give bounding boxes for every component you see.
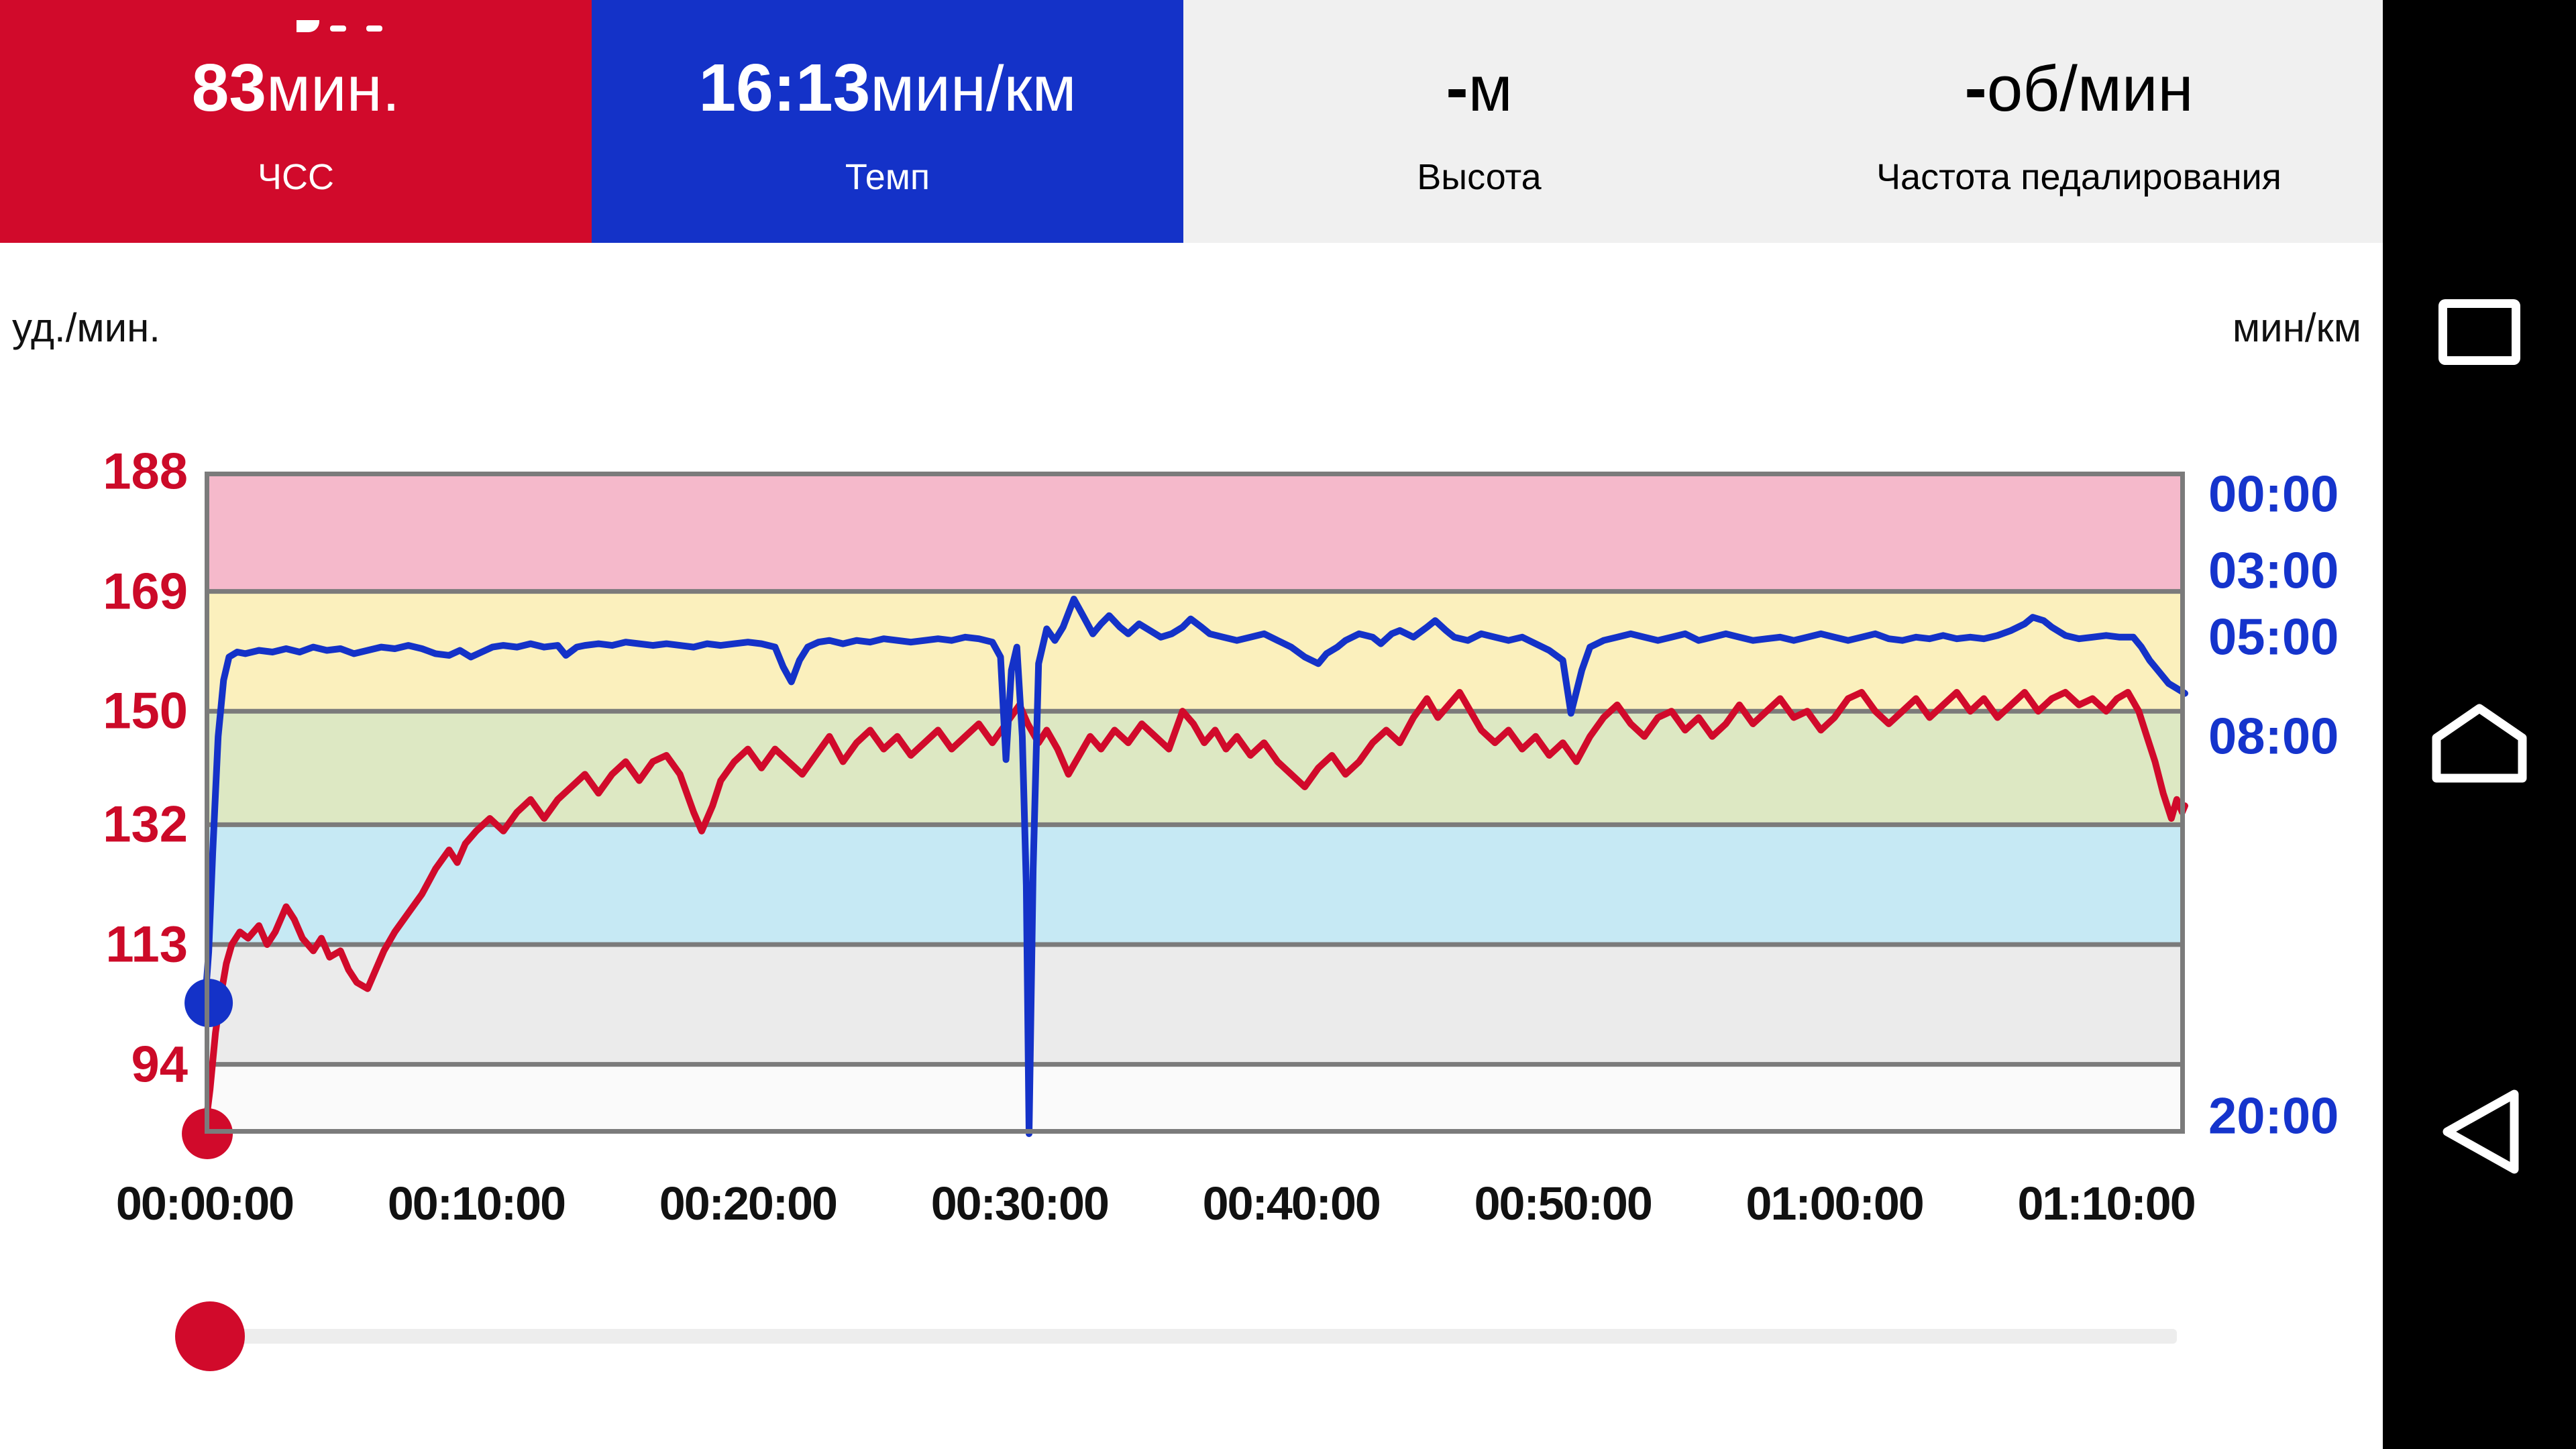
hr-zone-band <box>205 824 2185 945</box>
x-axis-tick: 00:00:00 <box>115 1177 294 1230</box>
x-axis-tick: 00:50:00 <box>1474 1177 1653 1230</box>
chart-panel: уд./мин. мин/км 188 169 150 132 113 94 00:00 0… <box>0 243 2383 1449</box>
workout-chart[interactable] <box>182 472 2188 1159</box>
right-axis-unit-label: мин/км <box>2232 305 2361 350</box>
hr-zone-band <box>205 945 2185 1065</box>
series-line-hr <box>201 689 2188 1137</box>
left-axis-tick: 113 <box>105 916 188 973</box>
slider-handle[interactable] <box>175 1301 245 1371</box>
x-axis-tick: 00:20:00 <box>659 1177 838 1230</box>
pace-label: Темп <box>845 157 930 197</box>
left-axis-tick: 188 <box>103 443 188 500</box>
left-axis-tick: 132 <box>103 796 188 853</box>
x-axis-tick: 00:30:00 <box>930 1177 1110 1230</box>
clipped-text-artifact <box>366 25 382 32</box>
right-axis-tick: 03:00 <box>2208 542 2339 600</box>
pace-value: 16:13мин/км <box>698 50 1077 125</box>
x-axis-tick: 00:40:00 <box>1202 1177 1381 1230</box>
home-icon <box>2432 704 2527 783</box>
slider-track[interactable] <box>208 1329 2177 1344</box>
android-nav-bar <box>2383 0 2576 1449</box>
x-axis-tick: 01:10:00 <box>2017 1177 2196 1230</box>
altitude-value: -м <box>1446 50 1513 125</box>
clipped-text-artifact <box>330 25 346 32</box>
back-icon <box>2443 1089 2519 1174</box>
hr-zone-band <box>205 591 2185 712</box>
recents-square-icon <box>2438 299 2520 365</box>
heart-rate-label: ЧСС <box>258 157 334 197</box>
right-axis-tick: 00:00 <box>2208 466 2339 523</box>
tab-heart-rate[interactable]: 83мин. ЧСС <box>0 0 592 243</box>
cadence-label: Частота педалирования <box>1876 157 2282 197</box>
metric-tabbar: 83мин. ЧСС 16:13мин/км Темп -м Высота -о… <box>0 0 2383 243</box>
left-axis-unit-label: уд./мин. <box>12 305 160 350</box>
x-axis-tick: 00:10:00 <box>387 1177 566 1230</box>
heart-rate-value: 83мин. <box>191 50 400 125</box>
tab-altitude[interactable]: -м Высота <box>1183 0 1775 243</box>
right-axis-tick: 05:00 <box>2208 608 2339 666</box>
series-line-pace <box>201 596 2188 1137</box>
altitude-label: Высота <box>1417 157 1542 197</box>
right-axis-tick: 20:00 <box>2208 1087 2339 1145</box>
right-axis-tick: 08:00 <box>2208 708 2339 765</box>
plot-border <box>205 472 2185 1134</box>
x-axis-tick: 01:00:00 <box>1746 1177 1925 1230</box>
left-axis-tick: 94 <box>131 1036 188 1093</box>
left-axis-tick: 150 <box>103 682 188 740</box>
tab-pace[interactable]: 16:13мин/км Темп <box>592 0 1183 243</box>
cadence-value: -об/мин <box>1964 50 2194 125</box>
left-axis-tick: 169 <box>103 563 188 621</box>
back-button[interactable] <box>2383 1058 2576 1205</box>
home-button[interactable] <box>2383 669 2576 817</box>
recents-button[interactable] <box>2383 258 2576 406</box>
tab-cadence[interactable]: -об/мин Частота педалирования <box>1775 0 2383 243</box>
hr-zone-band <box>205 472 2185 592</box>
clipped-text-artifact <box>297 20 319 32</box>
hr-zone-band <box>205 1064 2185 1134</box>
